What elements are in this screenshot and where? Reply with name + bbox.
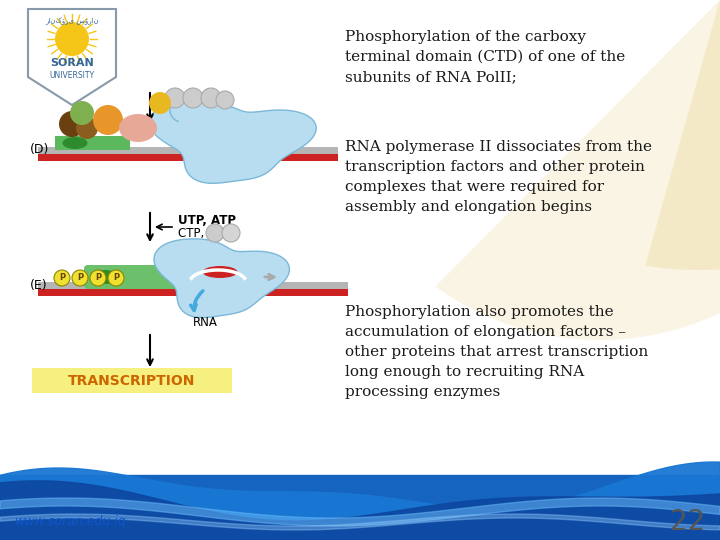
Text: P: P (77, 273, 83, 282)
Text: 22: 22 (670, 508, 705, 536)
Polygon shape (645, 0, 720, 270)
Text: (D): (D) (30, 144, 50, 157)
Text: رانکۆری سۆران: رانکۆری سۆران (45, 17, 99, 25)
Circle shape (216, 91, 234, 109)
Text: www.soran.edu.iq: www.soran.edu.iq (15, 516, 127, 529)
Text: RNA: RNA (192, 316, 217, 329)
FancyBboxPatch shape (84, 265, 182, 289)
Ellipse shape (91, 270, 119, 284)
Ellipse shape (119, 114, 157, 142)
Polygon shape (28, 9, 116, 105)
Circle shape (76, 117, 98, 139)
Text: Phosphorylation also promotes the
accumulation of elongation factors –
other pro: Phosphorylation also promotes the accumu… (345, 305, 648, 399)
Text: (E): (E) (30, 279, 48, 292)
Text: Phosphorylation of the carboxy
terminal domain (CTD) of one of the
subunits of R: Phosphorylation of the carboxy terminal … (345, 30, 625, 84)
Circle shape (55, 22, 89, 56)
Text: RNA polymerase II dissociates from the
transcription factors and other protein
c: RNA polymerase II dissociates from the t… (345, 140, 652, 214)
Text: UTP, ATP: UTP, ATP (178, 213, 236, 226)
Polygon shape (154, 239, 289, 318)
Text: P: P (95, 273, 101, 282)
Circle shape (206, 224, 224, 242)
Polygon shape (436, 0, 720, 340)
Text: SORAN: SORAN (50, 58, 94, 68)
Text: UNIVERSITY: UNIVERSITY (50, 71, 94, 79)
Circle shape (72, 270, 88, 286)
Text: P: P (59, 273, 65, 282)
Circle shape (90, 270, 106, 286)
Ellipse shape (63, 137, 88, 149)
Circle shape (93, 105, 123, 135)
Bar (38, 289, 348, 296)
Circle shape (201, 88, 221, 108)
Polygon shape (150, 102, 316, 183)
Bar (38, 154, 338, 161)
Circle shape (149, 92, 171, 114)
FancyBboxPatch shape (32, 368, 232, 393)
Bar (38, 147, 338, 154)
Bar (0, 0, 720, 480)
Circle shape (183, 88, 203, 108)
Circle shape (108, 270, 124, 286)
Circle shape (54, 270, 70, 286)
Circle shape (222, 224, 240, 242)
Text: P: P (113, 273, 119, 282)
Text: CTP, GTP: CTP, GTP (178, 227, 231, 240)
Circle shape (165, 88, 185, 108)
Bar (55, 136, 130, 150)
Circle shape (59, 111, 85, 137)
Bar (38, 282, 348, 289)
Ellipse shape (202, 266, 238, 278)
Circle shape (70, 101, 94, 125)
Text: TRANSCRIPTION: TRANSCRIPTION (68, 374, 196, 388)
